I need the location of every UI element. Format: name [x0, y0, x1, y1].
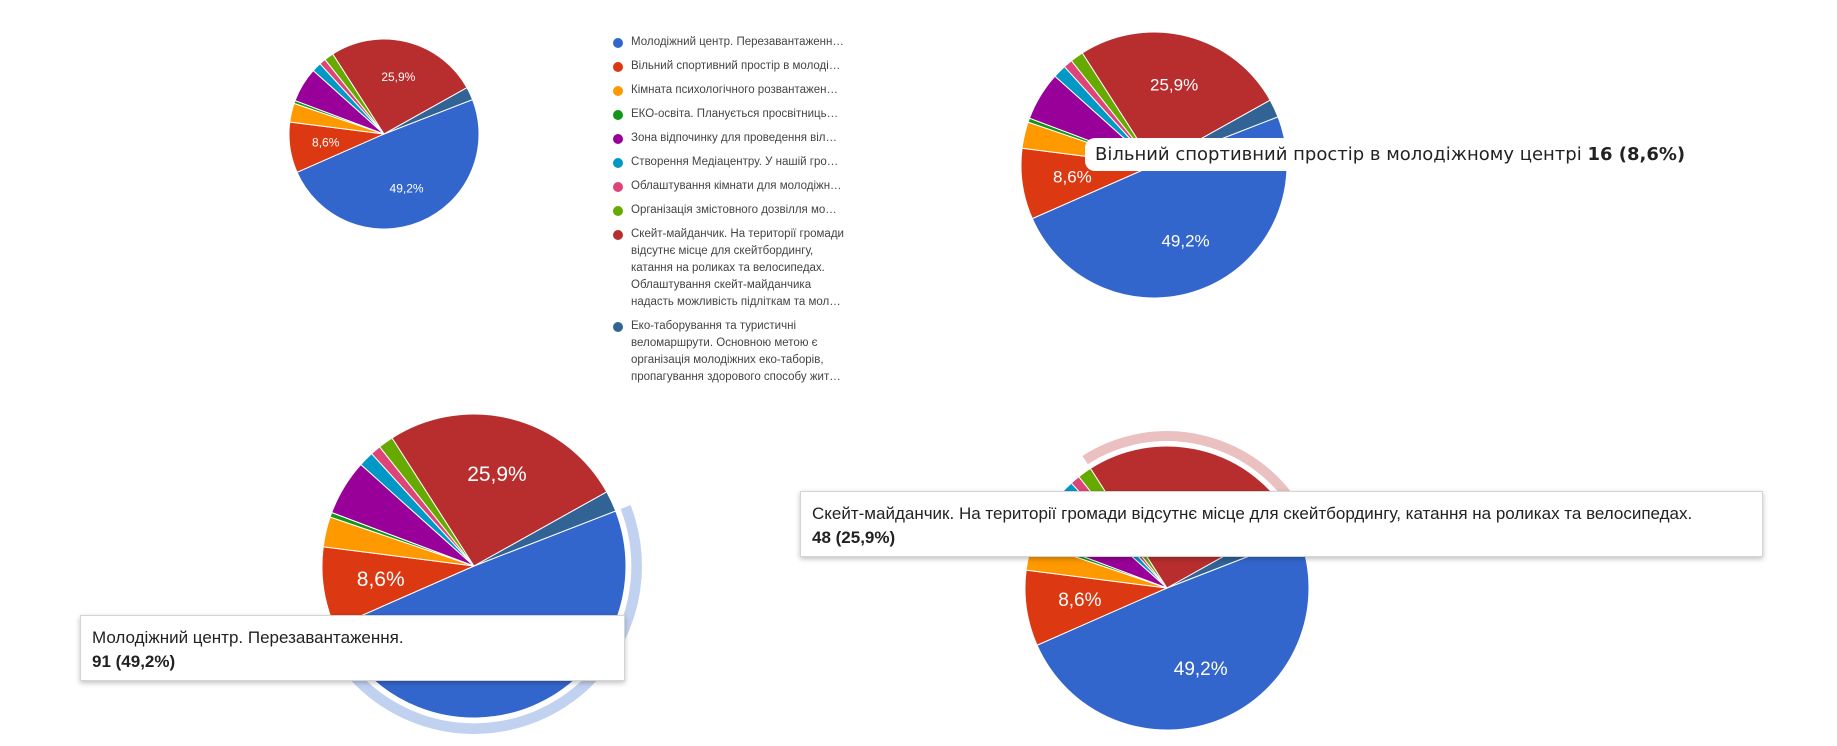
pie-slice[interactable] — [332, 38, 468, 135]
legend-item[interactable]: Кімната психологічного розвантажен… — [608, 82, 883, 99]
pie-slice[interactable] — [1081, 31, 1271, 166]
legend-item[interactable]: Молодіжний центр. Перезавантаженн… — [608, 34, 883, 51]
legend-item[interactable]: Облаштування кімнати для молодіжн… — [608, 178, 883, 195]
tooltip-sport-value: 16 (8,6%) — [1587, 144, 1686, 165]
pie-chart-4: 49,2%8,6%25,9% — [1024, 431, 1310, 731]
legend-swatch — [613, 158, 623, 168]
tooltip-skate-name: Скейт-майданчик. На території громади ві… — [812, 504, 1693, 523]
legend-label: Зона відпочинку для проведення віл… — [631, 132, 837, 144]
slice-highlight-ring — [320, 505, 642, 734]
slice-percent-label: 8,6% — [357, 568, 405, 591]
legend-label: Організація змістовного дозвілля мо… — [631, 204, 837, 216]
slice-percent-label: 49,2% — [1174, 659, 1228, 680]
legend-item[interactable]: Організація змістовного дозвілля мо… — [608, 202, 883, 219]
slice-percent-label: 8,6% — [1053, 167, 1092, 186]
legend-swatch — [613, 110, 623, 120]
pie-chart-3: 49,2%8,6%25,9% — [320, 413, 642, 734]
legend-item[interactable]: Еко-таборування та туристичні веломаршру… — [608, 318, 883, 386]
legend-label: Облаштування кімнати для молодіжн… — [631, 180, 842, 192]
legend-swatch — [613, 86, 623, 96]
pie-slice[interactable] — [296, 98, 480, 230]
legend-item[interactable]: Створення Медіацентру. У нашій гро… — [608, 154, 883, 171]
legend-label: Еко-таборування та туристичні веломаршру… — [631, 320, 841, 383]
slice-highlight-ring — [1082, 431, 1304, 517]
tooltip-skate-park: Скейт-майданчик. На території громади ві… — [800, 491, 1763, 557]
legend-swatch — [613, 230, 623, 240]
tooltip-sport-space: Вільний спортивний простір в молодіжному… — [1085, 138, 1696, 171]
tooltip-skate-value: 48 (25,9%) — [812, 528, 896, 547]
slice-percent-label: 8,6% — [1058, 590, 1101, 611]
legend-label: Скейт-майданчик. На території громади ві… — [631, 228, 844, 308]
pie-slice[interactable] — [473, 491, 617, 567]
slice-percent-label: 25,9% — [381, 70, 415, 84]
tooltip-youth-center: Молодіжний центр. Перезавантаження. 91 (… — [80, 615, 625, 681]
legend-label: Створення Медіацентру. У нашій гро… — [631, 156, 839, 168]
legend-label: ЕКО-освіта. Планується просвітниць… — [631, 108, 839, 120]
slice-percent-label: 8,6% — [312, 135, 340, 149]
legend-item[interactable]: Вільний спортивний простір в молоді… — [608, 58, 883, 75]
legend-swatch — [613, 62, 623, 72]
legend-swatch — [613, 134, 623, 144]
pie-slice[interactable] — [391, 413, 608, 567]
tooltip-youth-name: Молодіжний центр. Перезавантаження. — [92, 628, 404, 647]
slice-percent-label: 25,9% — [1150, 76, 1198, 95]
legend-item[interactable]: Зона відпочинку для проведення віл… — [608, 130, 883, 147]
chart-legend: Молодіжний центр. Перезавантаженн… Вільни… — [608, 34, 883, 393]
pie-chart-1: 49,2% 8,6% 25,9% — [288, 38, 480, 230]
legend-swatch — [613, 322, 623, 332]
tooltip-youth-value: 91 (49,2%) — [92, 652, 176, 671]
pie-slice[interactable] — [383, 87, 474, 135]
legend-label: Молодіжний центр. Перезавантаженн… — [631, 36, 844, 48]
slice-percent-label: 49,2% — [390, 181, 424, 195]
legend-label: Кімната психологічного розвантажен… — [631, 84, 838, 96]
legend-item[interactable]: ЕКО-освіта. Планується просвітниць… — [608, 106, 883, 123]
legend-swatch — [613, 38, 623, 48]
legend-swatch — [613, 182, 623, 192]
pie-slice[interactable] — [1036, 535, 1310, 731]
slice-percent-label: 25,9% — [467, 463, 527, 486]
legend-item[interactable]: Скейт-майданчик. На території громади ві… — [608, 226, 883, 311]
legend-swatch — [613, 206, 623, 216]
tooltip-sport-name: Вільний спортивний простір в молодіжному… — [1095, 144, 1588, 165]
slice-percent-label: 49,2% — [1161, 232, 1209, 251]
legend-label: Вільний спортивний простір в молоді… — [631, 60, 841, 72]
